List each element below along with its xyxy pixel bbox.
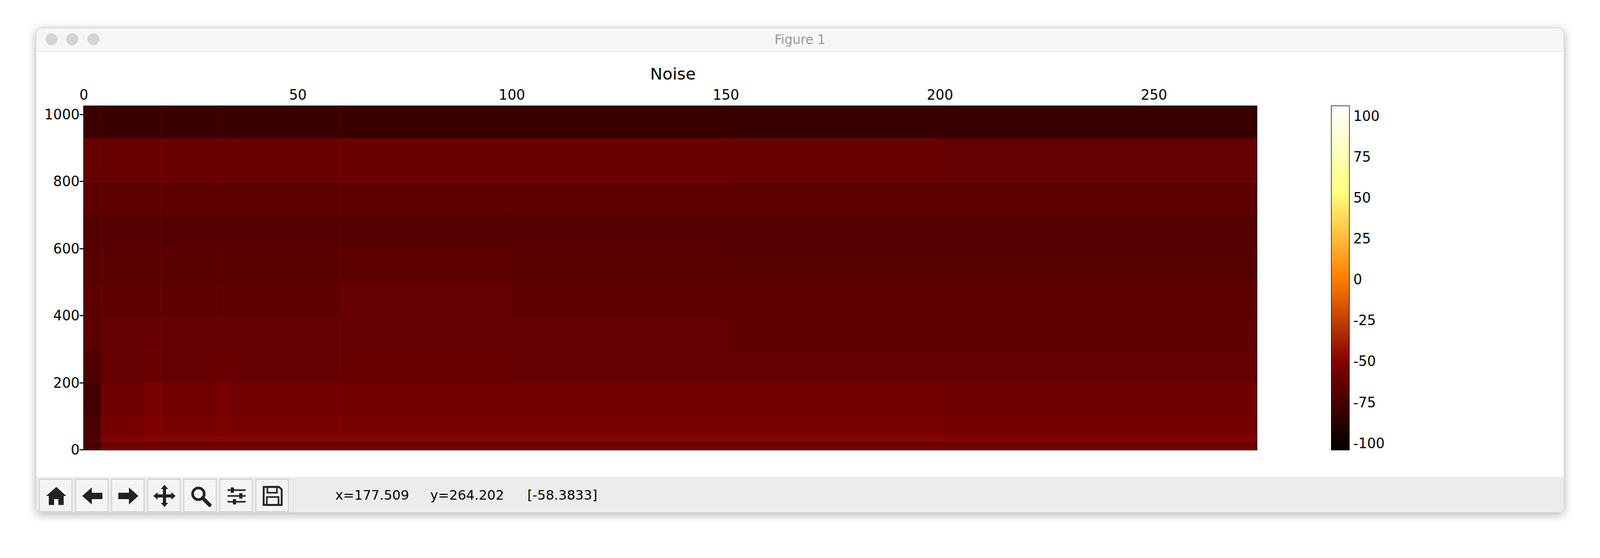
svg-text:400: 400 bbox=[53, 307, 80, 324]
svg-text:600: 600 bbox=[53, 240, 80, 257]
svg-text:100: 100 bbox=[1353, 108, 1380, 125]
svg-text:25: 25 bbox=[1353, 230, 1371, 247]
svg-text:-50: -50 bbox=[1353, 353, 1376, 370]
html-text:x=177.509: x=177.509 bbox=[335, 487, 410, 503]
svg-text:1000: 1000 bbox=[44, 106, 80, 123]
svg-text:50: 50 bbox=[1353, 189, 1371, 206]
svg-text:-75: -75 bbox=[1353, 394, 1376, 411]
svg-text:250: 250 bbox=[1141, 87, 1168, 103]
svg-text:0: 0 bbox=[1353, 271, 1363, 288]
svg-text:-25: -25 bbox=[1353, 312, 1376, 329]
svg-text:100: 100 bbox=[498, 87, 526, 103]
svg-text:Noise: Noise bbox=[650, 64, 697, 84]
html-text:Figure 1: Figure 1 bbox=[774, 32, 826, 48]
svg-text:200: 200 bbox=[53, 375, 80, 391]
svg-text:50: 50 bbox=[289, 87, 307, 103]
svg-text:75: 75 bbox=[1353, 149, 1371, 165]
svg-text:0: 0 bbox=[79, 87, 89, 103]
svg-text:150: 150 bbox=[712, 87, 740, 103]
svg-text:800: 800 bbox=[53, 173, 80, 190]
svg-text:-100: -100 bbox=[1353, 435, 1385, 452]
html-text:[-58.3833]: [-58.3833] bbox=[527, 487, 598, 503]
svg-text:200: 200 bbox=[926, 87, 954, 103]
svg-text:0: 0 bbox=[70, 441, 80, 458]
html-text:y=264.202: y=264.202 bbox=[430, 487, 505, 503]
